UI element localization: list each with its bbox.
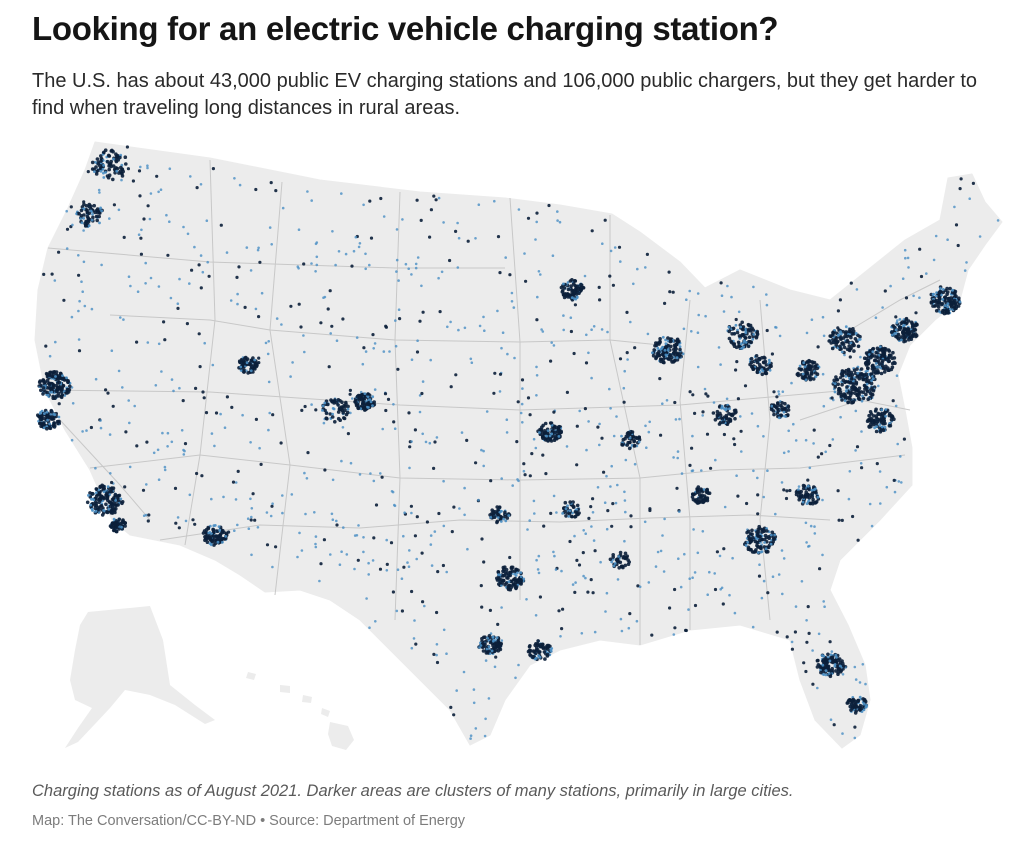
map-caption: Charging stations as of August 2021. Dar… xyxy=(32,782,794,800)
map-subtitle: The U.S. has about 43,000 public EV char… xyxy=(32,70,978,119)
state-borders xyxy=(39,159,941,645)
alaska-shape xyxy=(65,606,215,748)
us-charging-station-map xyxy=(34,141,1003,750)
us-landmass xyxy=(34,141,1003,750)
contiguous-us-shape xyxy=(34,141,1003,749)
hawaii-shape xyxy=(246,672,354,750)
charging-station-dots xyxy=(36,145,1000,740)
map-title: Looking for an electric vehicle charging… xyxy=(32,10,779,47)
map-credit: Map: The Conversation/CC-BY-ND • Source:… xyxy=(32,813,466,829)
